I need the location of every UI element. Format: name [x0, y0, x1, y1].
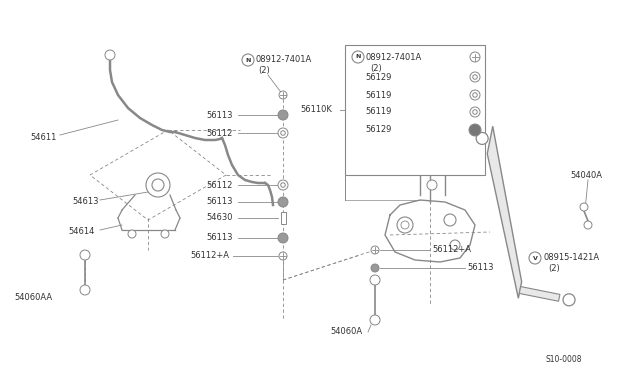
Circle shape: [397, 217, 413, 233]
Circle shape: [476, 132, 488, 144]
Circle shape: [352, 51, 364, 63]
Text: 08912-7401A: 08912-7401A: [255, 55, 311, 64]
Circle shape: [105, 50, 115, 60]
Text: 54614: 54614: [68, 227, 94, 235]
Circle shape: [279, 252, 287, 260]
Text: 54630: 54630: [207, 214, 233, 222]
Text: 56112+A: 56112+A: [432, 246, 471, 254]
Circle shape: [529, 252, 541, 264]
Circle shape: [584, 221, 592, 229]
Circle shape: [281, 131, 285, 135]
Text: 54613: 54613: [72, 198, 99, 206]
Text: 56113: 56113: [467, 263, 493, 273]
Text: N: N: [245, 58, 251, 62]
FancyBboxPatch shape: [345, 45, 485, 175]
Text: 56129: 56129: [365, 125, 392, 135]
Circle shape: [161, 230, 169, 238]
Circle shape: [278, 128, 288, 138]
Circle shape: [470, 107, 480, 117]
Circle shape: [278, 180, 288, 190]
FancyBboxPatch shape: [280, 212, 285, 224]
Text: 54060A: 54060A: [330, 327, 362, 337]
Circle shape: [242, 54, 254, 66]
Circle shape: [473, 75, 477, 79]
Circle shape: [473, 93, 477, 97]
Circle shape: [444, 214, 456, 226]
Text: 56112: 56112: [207, 180, 233, 189]
Circle shape: [278, 110, 288, 120]
Text: 56110K: 56110K: [300, 106, 332, 115]
Circle shape: [370, 315, 380, 325]
Circle shape: [580, 203, 588, 211]
Text: 54060AA: 54060AA: [14, 294, 52, 302]
Circle shape: [563, 294, 575, 306]
Text: (2): (2): [258, 65, 269, 74]
Text: (2): (2): [370, 64, 381, 73]
Text: 54040A: 54040A: [570, 170, 602, 180]
Text: 56112+A: 56112+A: [190, 251, 229, 260]
Text: V: V: [532, 256, 538, 260]
Circle shape: [427, 180, 437, 190]
Text: 56113: 56113: [207, 234, 233, 243]
Circle shape: [278, 197, 288, 207]
Polygon shape: [519, 286, 560, 301]
Circle shape: [473, 110, 477, 114]
Circle shape: [281, 183, 285, 187]
Text: 56113: 56113: [207, 198, 233, 206]
Polygon shape: [487, 126, 522, 298]
Circle shape: [370, 275, 380, 285]
Circle shape: [80, 250, 90, 260]
Circle shape: [401, 221, 409, 229]
Text: 56113: 56113: [207, 110, 233, 119]
Circle shape: [469, 124, 481, 136]
Text: 56129: 56129: [365, 73, 392, 81]
Circle shape: [450, 240, 460, 250]
Text: 08915-1421A: 08915-1421A: [543, 253, 599, 263]
Circle shape: [470, 90, 480, 100]
Circle shape: [279, 91, 287, 99]
Text: 56112: 56112: [207, 128, 233, 138]
Text: S10-0008: S10-0008: [545, 356, 582, 365]
Text: 08912-7401A: 08912-7401A: [366, 52, 422, 61]
Text: (2): (2): [548, 264, 560, 273]
Text: N: N: [355, 55, 361, 60]
Circle shape: [470, 72, 480, 82]
Text: 56119: 56119: [365, 108, 392, 116]
Circle shape: [146, 173, 170, 197]
Circle shape: [371, 264, 379, 272]
Circle shape: [128, 230, 136, 238]
Circle shape: [470, 52, 480, 62]
Circle shape: [80, 285, 90, 295]
Text: 56119: 56119: [365, 90, 392, 99]
Circle shape: [371, 246, 379, 254]
Text: 54611: 54611: [30, 132, 56, 141]
Circle shape: [278, 233, 288, 243]
Circle shape: [152, 179, 164, 191]
